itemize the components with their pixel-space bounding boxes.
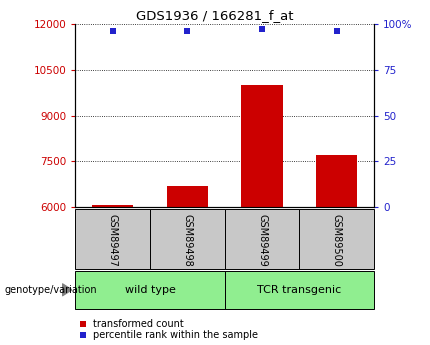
Bar [167,186,208,207]
Text: GSM89499: GSM89499 [257,214,267,266]
Polygon shape [62,284,72,296]
Text: transformed count: transformed count [93,319,184,329]
Bar [224,271,374,309]
Bar [150,209,224,269]
Point [184,28,191,33]
Text: GDS1936 / 166281_f_at: GDS1936 / 166281_f_at [136,9,294,22]
Text: percentile rank within the sample: percentile rank within the sample [93,330,258,340]
Text: TCR transgenic: TCR transgenic [257,285,341,295]
Point [258,26,265,31]
Point [79,322,86,327]
Point [333,28,340,33]
Bar [224,209,299,269]
Point [109,28,116,33]
Bar [75,209,150,269]
Text: genotype/variation: genotype/variation [4,285,97,295]
Text: GSM89498: GSM89498 [182,214,192,266]
Bar [316,155,357,207]
Bar [75,271,224,309]
Bar [242,85,283,207]
Text: GSM89497: GSM89497 [108,214,118,266]
Bar [299,209,374,269]
Text: wild type: wild type [125,285,175,295]
Text: GSM89500: GSM89500 [332,214,342,266]
Point [79,332,86,337]
Bar [92,205,133,207]
